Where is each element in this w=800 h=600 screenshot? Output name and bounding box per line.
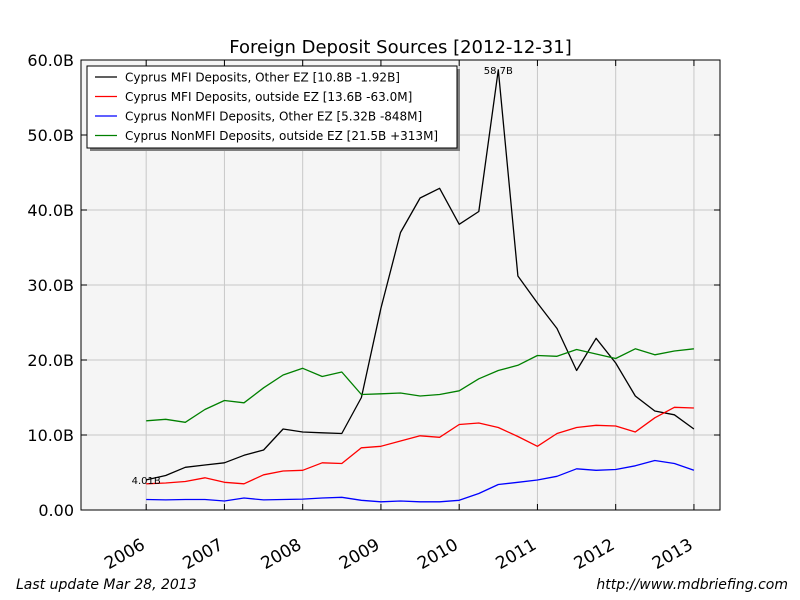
last-update-text: Last update Mar 28, 2013 [16,577,197,593]
legend-label: Cyprus NonMFI Deposits, outside EZ [21.5… [125,129,438,143]
x-tick-label: 2007 [179,535,226,574]
legend-label: Cyprus NonMFI Deposits, Other EZ [5.32B … [125,110,422,124]
legend-label: Cyprus MFI Deposits, Other EZ [10.8B -1.… [125,71,400,85]
x-tick-label: 2013 [649,535,696,574]
y-tick-label: 0.00 [38,501,74,520]
series-group [146,69,695,503]
chart-title: Foreign Deposit Sources [2012-12-31] [229,37,571,58]
y-tick-label: 60.0B [27,51,74,70]
series-line [146,69,695,481]
y-tick-label: 10.0B [27,426,74,445]
y-tick-label: 30.0B [27,276,74,295]
source-url-text: http://www.mdbriefing.com [596,577,788,593]
data-annotation: 4.01B [132,476,161,487]
y-tick-label: 40.0B [27,201,74,220]
annotations: 4.01B 58.7B [132,66,513,487]
y-tick-label: 50.0B [27,126,74,145]
series-line [146,459,695,503]
x-tick-label: 2011 [492,535,539,574]
x-tick-label: 2008 [258,535,305,574]
legend-box [86,65,458,149]
series-line [146,406,694,485]
x-tick-label: 2006 [101,535,148,574]
data-annotation: 58.7B [484,66,513,77]
legend-label: Cyprus MFI Deposits, outside EZ [13.6B -… [125,90,412,104]
x-tick-label: 2009 [336,535,383,574]
series-line [146,348,694,423]
x-tick-label: 2012 [571,535,618,574]
legend: Cyprus MFI Deposits, Other EZ [10.8B -1.… [86,65,460,151]
y-tick-label: 20.0B [27,351,74,370]
x-tick-label: 2010 [414,535,461,574]
